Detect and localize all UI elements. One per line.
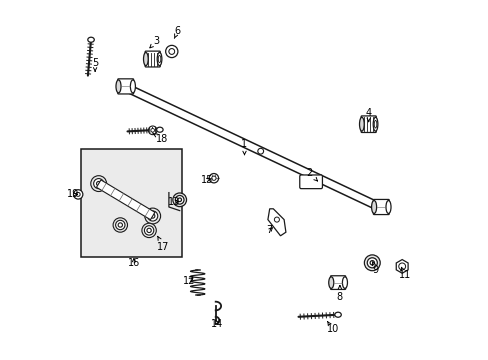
Text: 15: 15 [200,175,212,185]
Ellipse shape [118,223,122,227]
Circle shape [148,126,157,135]
Text: 8: 8 [336,285,342,302]
Ellipse shape [369,261,374,265]
Text: 9: 9 [372,262,378,275]
Circle shape [209,174,218,183]
Ellipse shape [172,193,186,207]
Ellipse shape [142,223,156,238]
Ellipse shape [144,208,160,224]
Ellipse shape [175,195,183,204]
Text: 14: 14 [211,319,223,329]
FancyBboxPatch shape [330,276,345,289]
Ellipse shape [359,117,364,131]
FancyBboxPatch shape [118,79,133,94]
Circle shape [151,129,154,132]
Ellipse shape [334,312,341,317]
FancyBboxPatch shape [145,51,160,67]
Circle shape [168,49,174,54]
Text: 10: 10 [326,321,338,334]
Text: 6: 6 [174,26,181,39]
Ellipse shape [116,80,121,93]
Polygon shape [96,180,155,220]
Ellipse shape [146,228,151,233]
Text: 1: 1 [241,139,247,155]
Text: 16: 16 [127,258,140,268]
Circle shape [169,49,174,54]
Circle shape [76,193,80,196]
Ellipse shape [328,277,333,288]
Ellipse shape [373,120,376,128]
Text: 17: 17 [157,236,169,252]
Ellipse shape [178,198,181,202]
Text: 3: 3 [149,36,159,48]
Ellipse shape [94,179,103,189]
Ellipse shape [144,226,153,235]
Circle shape [274,217,279,222]
Ellipse shape [372,117,377,131]
Bar [81,149,181,257]
Ellipse shape [156,127,163,132]
Ellipse shape [366,258,377,268]
Ellipse shape [113,218,127,232]
Ellipse shape [130,80,135,93]
Ellipse shape [385,201,390,213]
FancyBboxPatch shape [361,116,375,132]
Circle shape [398,263,405,270]
Ellipse shape [371,201,376,213]
Ellipse shape [96,181,101,186]
Ellipse shape [143,53,148,66]
Text: 4: 4 [365,108,371,122]
Text: 11: 11 [398,267,410,280]
Ellipse shape [150,214,155,218]
Ellipse shape [364,255,380,271]
Text: 19: 19 [67,189,80,199]
Ellipse shape [157,53,162,66]
Text: 12: 12 [182,276,195,286]
Circle shape [165,45,178,58]
Circle shape [211,176,216,180]
Polygon shape [125,85,381,211]
Circle shape [257,148,263,154]
Circle shape [73,190,82,199]
Ellipse shape [88,37,94,42]
Text: 18: 18 [152,133,167,144]
Ellipse shape [147,211,158,221]
Text: 13: 13 [168,197,180,207]
Ellipse shape [342,277,347,288]
Text: 7: 7 [266,225,272,235]
Text: 2: 2 [305,168,317,181]
Polygon shape [395,260,407,273]
FancyBboxPatch shape [373,199,388,215]
FancyBboxPatch shape [299,175,322,189]
Text: 5: 5 [92,58,98,71]
Ellipse shape [115,220,125,230]
Ellipse shape [158,55,161,63]
Ellipse shape [91,176,106,192]
Polygon shape [267,209,285,236]
